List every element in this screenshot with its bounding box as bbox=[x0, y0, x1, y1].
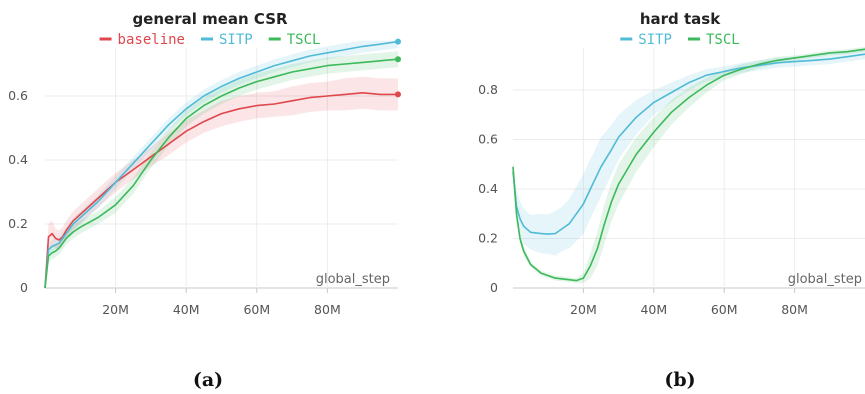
y-tick-label: 0.2 bbox=[8, 216, 28, 231]
y-tick-label: 0.8 bbox=[478, 82, 498, 97]
x-axis-label: global_step bbox=[788, 272, 862, 287]
chart-title: general mean CSR bbox=[132, 10, 288, 28]
plot-area: 0 0.2 0.4 0.6 0.8 20M 40M 60M 80M bbox=[478, 46, 865, 317]
x-tick-label: 60M bbox=[711, 302, 738, 317]
legend-label-tscl: TSCL bbox=[287, 32, 321, 48]
chart-panel-b: hard task SITP TSCL 0 0.2 0.4 0.6 0.8 20M 40M 60… bbox=[478, 10, 865, 391]
series-band-sitp bbox=[513, 49, 865, 256]
y-tick-label: 0 bbox=[20, 280, 28, 295]
legend-label-sitp: SITP bbox=[638, 32, 672, 48]
y-tick-label: 0.4 bbox=[478, 181, 498, 196]
caption: (b) bbox=[664, 369, 695, 391]
x-tick-label: 80M bbox=[314, 302, 341, 317]
series-line-tscl bbox=[512, 48, 865, 282]
y-tick-label: 0.4 bbox=[8, 152, 28, 167]
y-tick-label: 0.6 bbox=[478, 132, 498, 147]
y-tick-label: 0.2 bbox=[478, 231, 498, 246]
series-line-tscl bbox=[44, 58, 399, 289]
series-line-baseline bbox=[44, 92, 398, 289]
legend: SITP TSCL bbox=[620, 32, 740, 48]
x-tick-label: 60M bbox=[243, 302, 270, 317]
legend-label-baseline: baseline bbox=[118, 32, 185, 48]
series-line-sitp bbox=[512, 53, 865, 235]
y-tick-label: 0.6 bbox=[8, 88, 28, 103]
series-line-sitp bbox=[44, 40, 399, 289]
x-tick-label: 20M bbox=[570, 302, 597, 317]
series-band-sitp bbox=[45, 40, 398, 288]
series-band-tscl bbox=[45, 51, 398, 289]
x-tick-label: 40M bbox=[640, 302, 667, 317]
chart-title: hard task bbox=[640, 10, 721, 28]
plot-area: 0 0.2 0.4 0.6 20M 40M 60M 80M bbox=[8, 38, 401, 317]
legend: baseline SITP TSCL bbox=[99, 32, 321, 48]
legend-label-sitp: SITP bbox=[219, 32, 253, 48]
series-band-tscl bbox=[513, 46, 865, 284]
series-end-point-baseline bbox=[395, 91, 401, 98]
caption: (a) bbox=[193, 369, 223, 391]
legend-label-tscl: TSCL bbox=[706, 32, 740, 48]
x-axis-label: global_step bbox=[316, 272, 390, 287]
chart-panel-a: general mean CSR baseline SITP TSCL 0 0.2 0.… bbox=[8, 10, 401, 391]
y-tick-label: 0 bbox=[490, 280, 498, 295]
series-end-point-tscl bbox=[395, 56, 401, 63]
x-tick-label: 40M bbox=[173, 302, 200, 317]
x-tick-label: 20M bbox=[102, 302, 129, 317]
series-band-baseline bbox=[45, 76, 398, 288]
series-end-point-sitp bbox=[395, 38, 401, 45]
x-tick-label: 80M bbox=[781, 302, 808, 317]
